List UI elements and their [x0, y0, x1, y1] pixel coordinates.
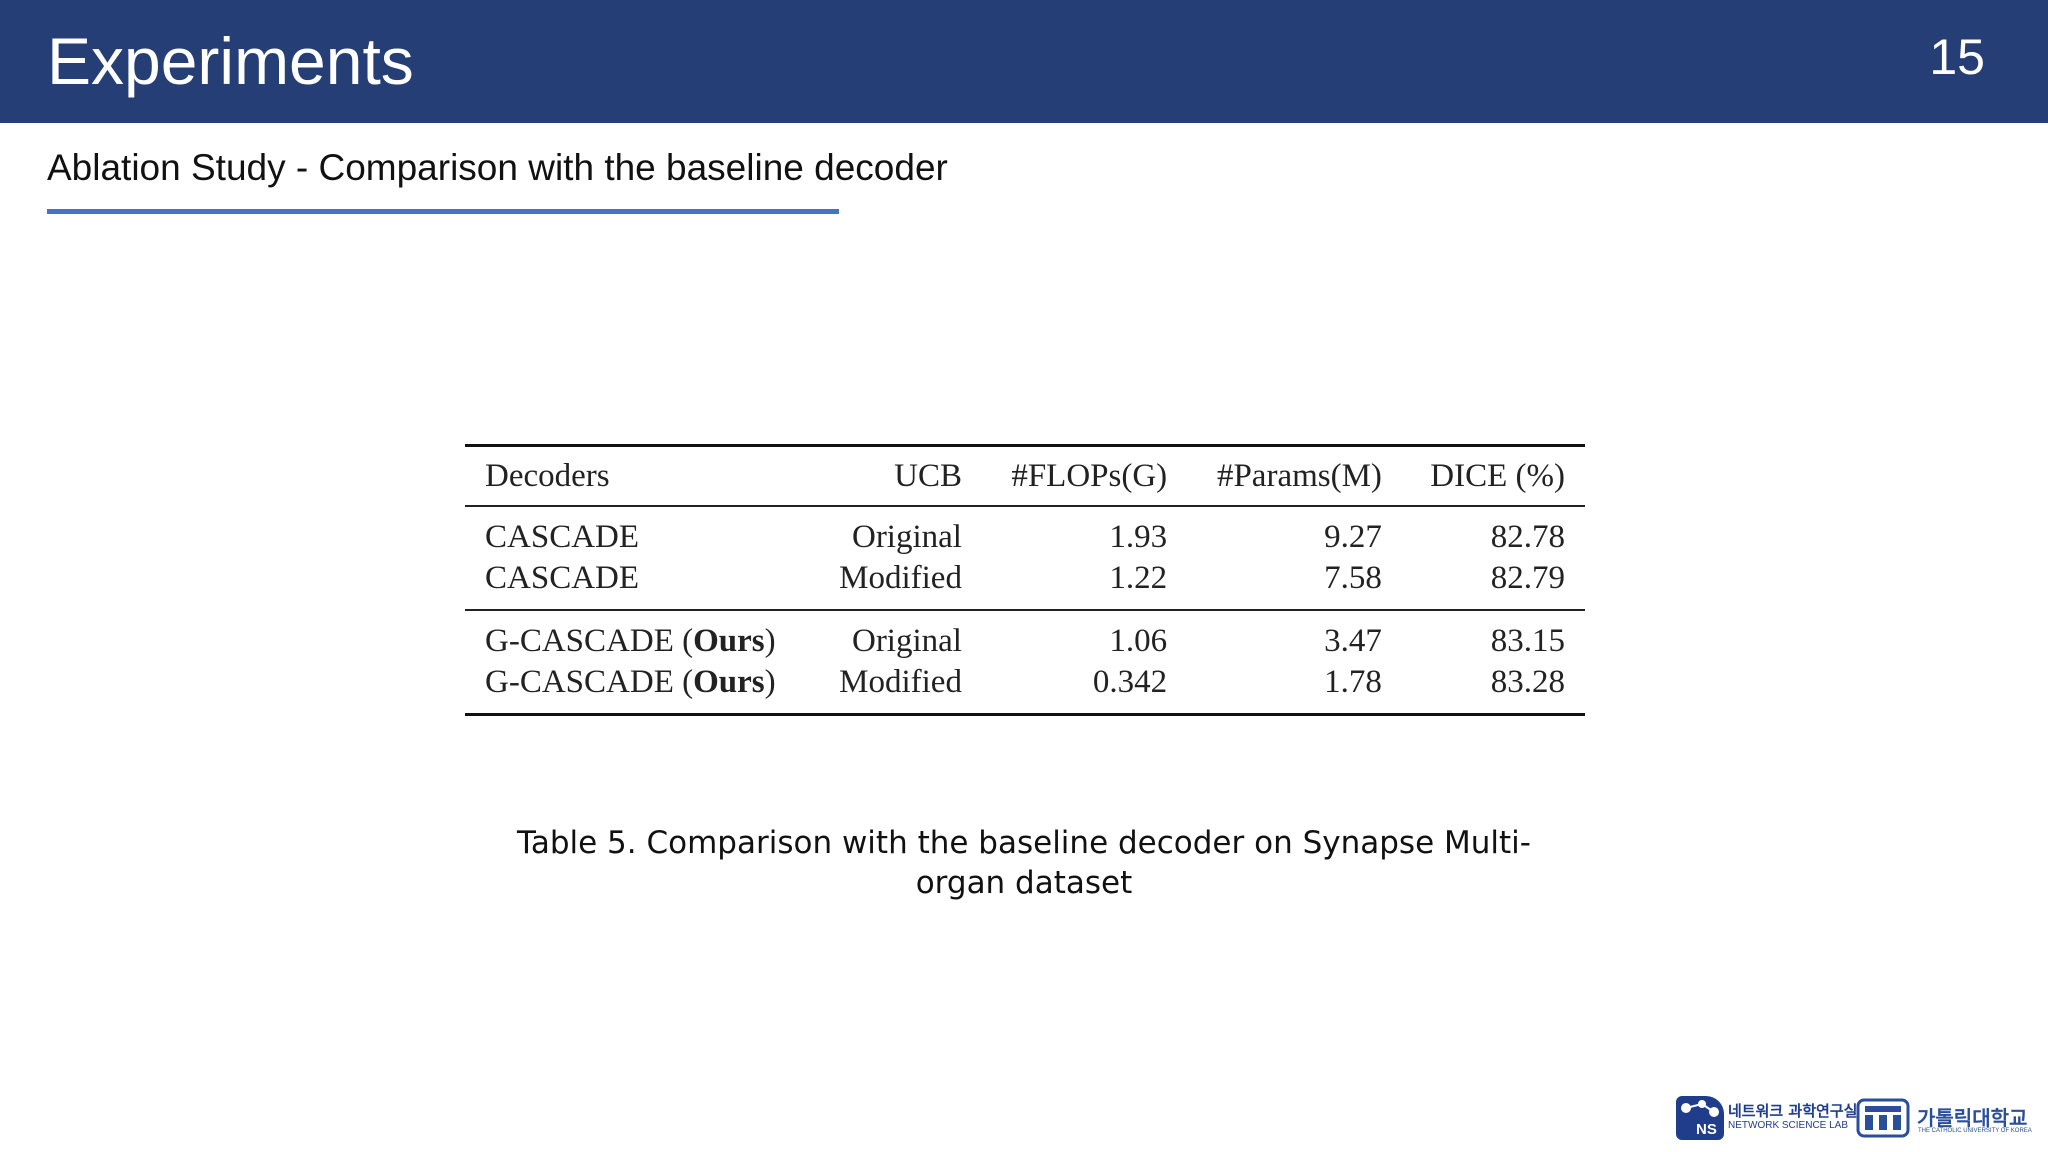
decoder-close-paren: ) [764, 664, 776, 700]
cell-ucb: Original [851, 623, 962, 659]
caption-line-2: organ dataset [915, 865, 1133, 901]
ns-logo-english: NETWORK SCIENCE LAB [1728, 1120, 1849, 1131]
table-row: G-CASCADE (Ours) Original 1.06 3.47 83.1… [465, 610, 1585, 662]
cell-params: 9.27 [1324, 519, 1382, 555]
results-table-wrapper: Decoders UCB #FLOPs(G) #Params(M) DICE (… [465, 444, 1585, 716]
table-row: CASCADE Original 1.93 9.27 82.78 [465, 506, 1585, 558]
cell-dice-best: 83.28 [1490, 664, 1565, 700]
ns-logo-korean: 네트워크 과학연구실 [1728, 1102, 1858, 1120]
header-decoders: Decoders [485, 457, 610, 494]
header-flops: #FLOPs(G) [1011, 457, 1168, 494]
page-number: 15 [1929, 29, 1985, 85]
cell-decoder: G-CASCADE (Ours) [465, 610, 811, 662]
slide-subtitle: Ablation Study - Comparison with the bas… [47, 147, 948, 188]
table-row: CASCADE Modified 1.22 7.58 82.79 [465, 558, 1585, 610]
catholic-university-logo: 가톨릭대학교 THE CATHOLIC UNIVERSITY OF KOREA [1856, 1096, 2036, 1140]
table-row: G-CASCADE (Ours) Modified 0.342 1.78 83.… [465, 662, 1585, 715]
decoder-name: G-CASCADE ( [485, 623, 694, 659]
header-params: #Params(M) [1216, 457, 1382, 494]
university-emblem-icon [1856, 1098, 1910, 1138]
cell-decoder: CASCADE [485, 519, 640, 555]
network-science-lab-logo: NS 네트워크 과학연구실 NETWORK SCIENCE LAB [1676, 1096, 1857, 1140]
table-header-row: Decoders UCB #FLOPs(G) #Params(M) DICE (… [465, 445, 1585, 506]
cell-ucb: Modified [839, 560, 962, 596]
cell-ucb: Modified [839, 664, 962, 700]
cell-params: 3.47 [1324, 623, 1382, 659]
subtitle-underline [47, 209, 839, 214]
cell-ucb: Original [851, 519, 962, 555]
header-dice: DICE (%) [1430, 457, 1565, 494]
decoder-name: G-CASCADE ( [485, 664, 694, 700]
cell-flops: 1.06 [1109, 623, 1168, 659]
network-graph-icon [1681, 1100, 1719, 1117]
ours-label: Ours [693, 664, 765, 700]
cuk-logo-english: THE CATHOLIC UNIVERSITY OF KOREA [1918, 1128, 2032, 1134]
cell-params-best: 1.78 [1324, 664, 1382, 700]
cell-dice: 82.79 [1490, 560, 1565, 596]
table-group-baseline: CASCADE Original 1.93 9.27 82.78 CASCADE… [465, 506, 1585, 610]
header-ucb: UCB [894, 457, 962, 494]
cell-decoder: CASCADE [485, 560, 640, 596]
ns-logo-mark-icon: NS [1676, 1096, 1724, 1140]
caption-line-1: Table 5. Comparison with the baseline de… [517, 825, 1531, 861]
slide-title: Experiments [47, 24, 414, 98]
header-bar: Experiments 15 [0, 0, 2048, 123]
cell-dice: 83.15 [1490, 623, 1565, 659]
cell-dice: 82.78 [1490, 519, 1565, 555]
cuk-logo-korean: 가톨릭대학교 [1917, 1106, 2028, 1130]
cell-decoder: G-CASCADE (Ours) [465, 662, 811, 715]
table-group-ours: G-CASCADE (Ours) Original 1.06 3.47 83.1… [465, 610, 1585, 715]
ns-mark-text: NS [1696, 1121, 1717, 1138]
cell-flops-best: 0.342 [1092, 664, 1168, 700]
decoder-close-paren: ) [764, 623, 776, 659]
cell-flops: 1.93 [1109, 519, 1168, 555]
table-caption: Table 5. Comparison with the baseline de… [512, 823, 1536, 903]
cell-params: 7.58 [1324, 560, 1382, 596]
results-table: Decoders UCB #FLOPs(G) #Params(M) DICE (… [465, 444, 1585, 716]
ours-label: Ours [693, 623, 765, 659]
cell-flops: 1.22 [1109, 560, 1168, 596]
